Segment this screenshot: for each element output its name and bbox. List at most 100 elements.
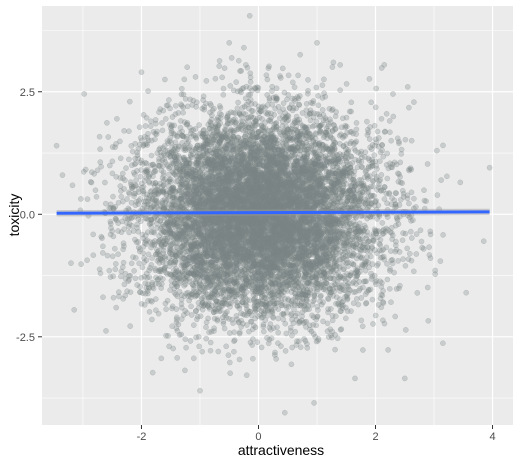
data-point: [362, 261, 369, 268]
data-point: [310, 167, 317, 174]
data-point: [248, 201, 255, 208]
data-point: [78, 261, 84, 267]
data-point: [216, 63, 223, 69]
data-point: [333, 220, 339, 227]
data-point: [226, 359, 233, 366]
data-point: [311, 297, 318, 303]
data-point: [274, 201, 281, 208]
data-point: [185, 185, 191, 192]
data-point: [270, 248, 276, 255]
data-point: [296, 136, 303, 143]
data-point: [252, 189, 258, 196]
data-point: [244, 137, 251, 143]
data-point: [151, 241, 158, 248]
data-point: [237, 161, 244, 167]
data-point: [263, 146, 269, 153]
data-point: [237, 225, 244, 232]
data-point: [93, 193, 100, 200]
data-point: [290, 164, 297, 171]
data-point: [221, 257, 228, 264]
data-point: [275, 306, 282, 313]
data-point: [130, 228, 137, 234]
data-point: [264, 143, 271, 150]
data-point: [440, 232, 446, 238]
data-point: [307, 134, 313, 141]
data-point: [291, 219, 298, 226]
data-point: [258, 232, 265, 239]
data-point: [270, 180, 276, 187]
data-point: [310, 262, 317, 269]
data-point: [233, 239, 240, 246]
data-point: [127, 179, 134, 185]
data-point: [169, 323, 176, 330]
data-point: [219, 203, 226, 210]
data-point: [331, 261, 338, 268]
data-point: [253, 190, 260, 197]
data-point: [366, 76, 373, 82]
data-point: [192, 273, 199, 279]
data-point: [152, 117, 159, 123]
data-point: [203, 324, 209, 331]
data-point: [333, 192, 340, 199]
data-point: [257, 233, 264, 240]
data-point: [279, 65, 286, 72]
data-point: [315, 141, 322, 147]
data-point: [426, 244, 432, 250]
data-point: [211, 171, 218, 177]
data-point: [188, 193, 195, 200]
plot-panel: [42, 6, 513, 425]
data-point: [178, 234, 185, 240]
data-point: [124, 196, 130, 202]
data-point: [220, 219, 227, 225]
data-point: [258, 268, 265, 275]
data-point: [297, 221, 304, 228]
data-point: [444, 173, 450, 180]
data-point: [249, 151, 256, 157]
data-point: [283, 114, 289, 120]
data-point: [163, 332, 169, 339]
data-point: [369, 193, 376, 199]
data-point: [368, 99, 375, 106]
data-point: [123, 165, 129, 171]
data-point: [344, 190, 351, 196]
data-point: [271, 248, 277, 255]
data-point: [289, 237, 296, 243]
data-point: [328, 183, 335, 190]
data-point: [263, 239, 269, 245]
data-point: [230, 175, 236, 181]
data-point: [235, 57, 242, 64]
data-point: [313, 84, 320, 91]
data-point: [187, 338, 194, 344]
data-point: [199, 171, 206, 178]
data-point: [311, 154, 318, 161]
data-point: [183, 183, 190, 189]
data-point: [180, 109, 186, 116]
data-point: [390, 113, 397, 120]
data-point: [250, 186, 256, 192]
data-point: [184, 235, 190, 242]
data-point: [191, 242, 198, 249]
data-point: [97, 159, 104, 165]
data-point: [214, 161, 220, 168]
data-point: [331, 247, 337, 253]
data-point: [104, 252, 111, 259]
data-point: [131, 267, 137, 274]
data-point: [411, 195, 417, 202]
data-point: [205, 275, 212, 282]
data-point: [250, 167, 256, 173]
data-point: [229, 176, 236, 183]
data-point: [221, 271, 227, 278]
data-point: [276, 249, 283, 255]
data-point: [128, 183, 135, 190]
data-point: [212, 287, 219, 293]
data-point: [326, 237, 332, 244]
data-point: [283, 250, 290, 257]
data-point: [269, 169, 276, 176]
data-point: [318, 214, 325, 220]
data-point: [319, 82, 326, 89]
data-point: [260, 328, 267, 335]
data-point: [287, 262, 294, 268]
data-point: [215, 168, 222, 175]
data-point: [279, 158, 285, 165]
